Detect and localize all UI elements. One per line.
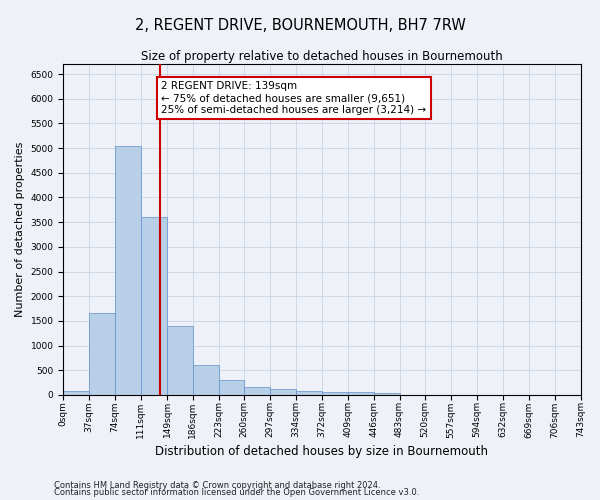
Bar <box>322 392 348 395</box>
Bar <box>244 387 270 395</box>
Bar <box>193 366 218 395</box>
Text: Contains HM Land Registry data © Crown copyright and database right 2024.: Contains HM Land Registry data © Crown c… <box>54 480 380 490</box>
Title: Size of property relative to detached houses in Bournemouth: Size of property relative to detached ho… <box>141 50 503 63</box>
Bar <box>270 388 296 395</box>
Bar <box>296 391 322 395</box>
Text: 2 REGENT DRIVE: 139sqm
← 75% of detached houses are smaller (9,651)
25% of semi-: 2 REGENT DRIVE: 139sqm ← 75% of detached… <box>161 82 427 114</box>
Bar <box>218 380 244 395</box>
Bar <box>348 392 374 395</box>
Bar <box>115 146 140 395</box>
Bar <box>167 326 193 395</box>
Y-axis label: Number of detached properties: Number of detached properties <box>15 142 25 317</box>
Bar <box>140 217 167 395</box>
Text: 2, REGENT DRIVE, BOURNEMOUTH, BH7 7RW: 2, REGENT DRIVE, BOURNEMOUTH, BH7 7RW <box>134 18 466 32</box>
X-axis label: Distribution of detached houses by size in Bournemouth: Distribution of detached houses by size … <box>155 444 488 458</box>
Text: Contains public sector information licensed under the Open Government Licence v3: Contains public sector information licen… <box>54 488 419 497</box>
Bar <box>374 393 400 395</box>
Bar <box>89 314 115 395</box>
Bar <box>63 391 89 395</box>
